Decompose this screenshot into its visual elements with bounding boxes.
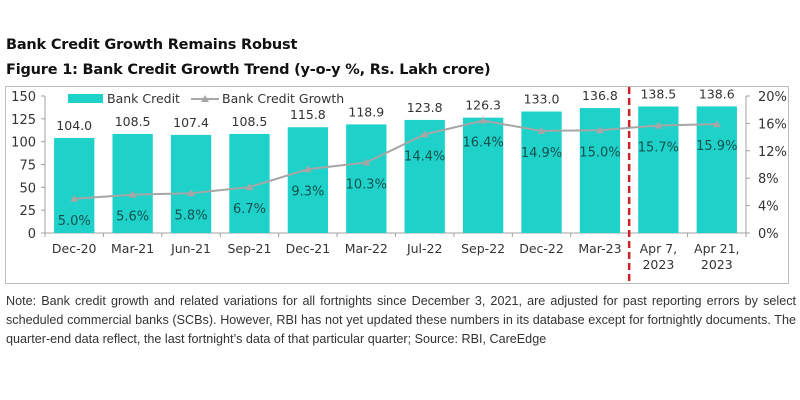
bar-value-label: 108.5 (115, 114, 151, 129)
bar-value-label: 123.8 (407, 100, 443, 115)
left-axis: 0 25 50 75 100 125 150 (11, 90, 46, 242)
left-axis-tick-label: 0 (28, 227, 36, 242)
x-axis-tick-label: 2023 (642, 257, 674, 272)
left-axis-tick-label: 50 (19, 181, 36, 196)
growth-value-label: 5.8% (175, 208, 208, 223)
bar-bank-credit (54, 138, 95, 233)
right-axis-tick-label: 20% (758, 90, 787, 105)
growth-point-marker (362, 158, 371, 166)
legend-marker-growth (201, 95, 209, 102)
x-axis: Dec-20 Mar-21 Jun-21 Sep-21 Dec-21 Mar-22 Jul-… (44, 232, 747, 272)
bar-bank-credit (462, 117, 504, 233)
growth-point-marker (245, 183, 254, 191)
growth-point-marker (303, 165, 312, 173)
bar-bank-credit (346, 124, 387, 233)
right-axis-tick-label: 0% (758, 227, 779, 242)
growth-line-path (74, 119, 717, 200)
growth-point-marker (420, 130, 429, 138)
growth-value-label: 14.9% (521, 146, 562, 161)
x-axis-tick-label: Apr 21, (694, 241, 739, 256)
growth-value-label: 15.9% (696, 139, 737, 154)
bar-bank-credit (287, 127, 329, 233)
page-title: Bank Credit Growth Remains Robust (6, 37, 298, 53)
x-axis-tick-label: Jul-22 (406, 241, 443, 256)
left-axis-tick-label: 75 (19, 159, 36, 174)
right-axis-tick-label: 12% (758, 145, 787, 160)
bars (54, 106, 737, 233)
bar-bank-credit (112, 133, 153, 233)
bar-value-label: 107.4 (173, 115, 209, 130)
growth-point-marker (187, 189, 196, 197)
bar-value-label: 118.9 (348, 104, 384, 119)
growth-point-marker (479, 116, 488, 124)
growth-value-label: 10.3% (346, 177, 387, 192)
x-axis-tick-label: 2023 (701, 257, 733, 272)
chart-container: 0 25 50 75 100 125 150 0% 4% 8% 12% 16% 20% Dec-20 M… (5, 86, 789, 285)
x-axis-tick-label: Dec-20 (52, 241, 97, 256)
left-axis-tick-label: 125 (11, 113, 36, 128)
x-axis-tick-label: Mar-21 (111, 241, 154, 256)
left-axis-tick-label: 150 (11, 90, 36, 105)
right-axis-tick-label: 4% (758, 200, 779, 215)
growth-value-label: 14.4% (404, 149, 445, 164)
bar-value-label: 115.8 (290, 107, 326, 122)
right-axis: 0% 4% 8% 12% 16% 20% (745, 90, 787, 242)
x-axis-tick-label: Mar-22 (345, 241, 388, 256)
bar-bank-credit (696, 106, 737, 233)
growth-value-label: 15.7% (638, 140, 679, 155)
footnote: Note: Bank credit growth and related var… (6, 294, 796, 346)
growth-point-marker (712, 120, 721, 128)
x-axis-tick-label: Dec-22 (519, 241, 564, 256)
bar-value-label: 133.0 (524, 92, 560, 107)
growth-value-label: 6.7% (233, 202, 266, 217)
growth-line (70, 116, 721, 202)
bar-bank-credit (404, 119, 445, 233)
left-axis-tick-label: 25 (19, 204, 36, 219)
x-axis-tick-label: Sep-21 (227, 241, 271, 256)
data-labels: 104.0 108.5 107.4 108.5 115.8 118.9 123.8 126.3… (56, 87, 737, 229)
bar-bank-credit (170, 134, 212, 233)
right-axis-tick-label: 16% (758, 117, 787, 132)
bar-value-label: 108.5 (232, 114, 268, 129)
bank-credit-chart: 0 25 50 75 100 125 150 0% 4% 8% 12% 16% 20% Dec-20 M… (11, 87, 787, 285)
bar-value-label: 136.8 (582, 88, 618, 103)
x-axis-tick-label: Mar-23 (578, 241, 621, 256)
growth-point-marker (537, 126, 546, 134)
growth-value-label: 15.0% (579, 145, 620, 160)
x-axis-tick-label: Jun-21 (170, 241, 211, 256)
x-axis-tick-label: Apr 7, (640, 241, 678, 256)
x-axis-tick-label: Dec-21 (286, 241, 331, 256)
growth-point-marker (654, 121, 663, 129)
bar-value-label: 104.0 (56, 118, 92, 133)
bar-value-label: 126.3 (465, 98, 501, 113)
growth-point-marker (70, 194, 79, 202)
figure-title: Figure 1: Bank Credit Growth Trend (y-o-… (6, 62, 491, 78)
growth-value-label: 5.0% (58, 214, 91, 229)
growth-value-label: 5.6% (116, 210, 149, 225)
legend: Bank Credit Bank Credit Growth (68, 91, 344, 106)
growth-point-marker (595, 126, 604, 134)
legend-swatch-bank-credit (68, 94, 103, 103)
bar-value-label: 138.5 (640, 87, 676, 102)
x-axis-tick-label: Sep-22 (461, 241, 505, 256)
legend-label-bank-credit: Bank Credit (107, 91, 180, 106)
left-axis-tick-label: 100 (11, 136, 36, 151)
growth-value-label: 16.4% (462, 136, 503, 151)
bar-value-label: 138.6 (699, 87, 735, 101)
growth-value-label: 9.3% (291, 184, 324, 199)
legend-label-growth: Bank Credit Growth (222, 91, 344, 106)
growth-point-marker (128, 190, 137, 198)
right-axis-tick-label: 8% (758, 172, 779, 187)
